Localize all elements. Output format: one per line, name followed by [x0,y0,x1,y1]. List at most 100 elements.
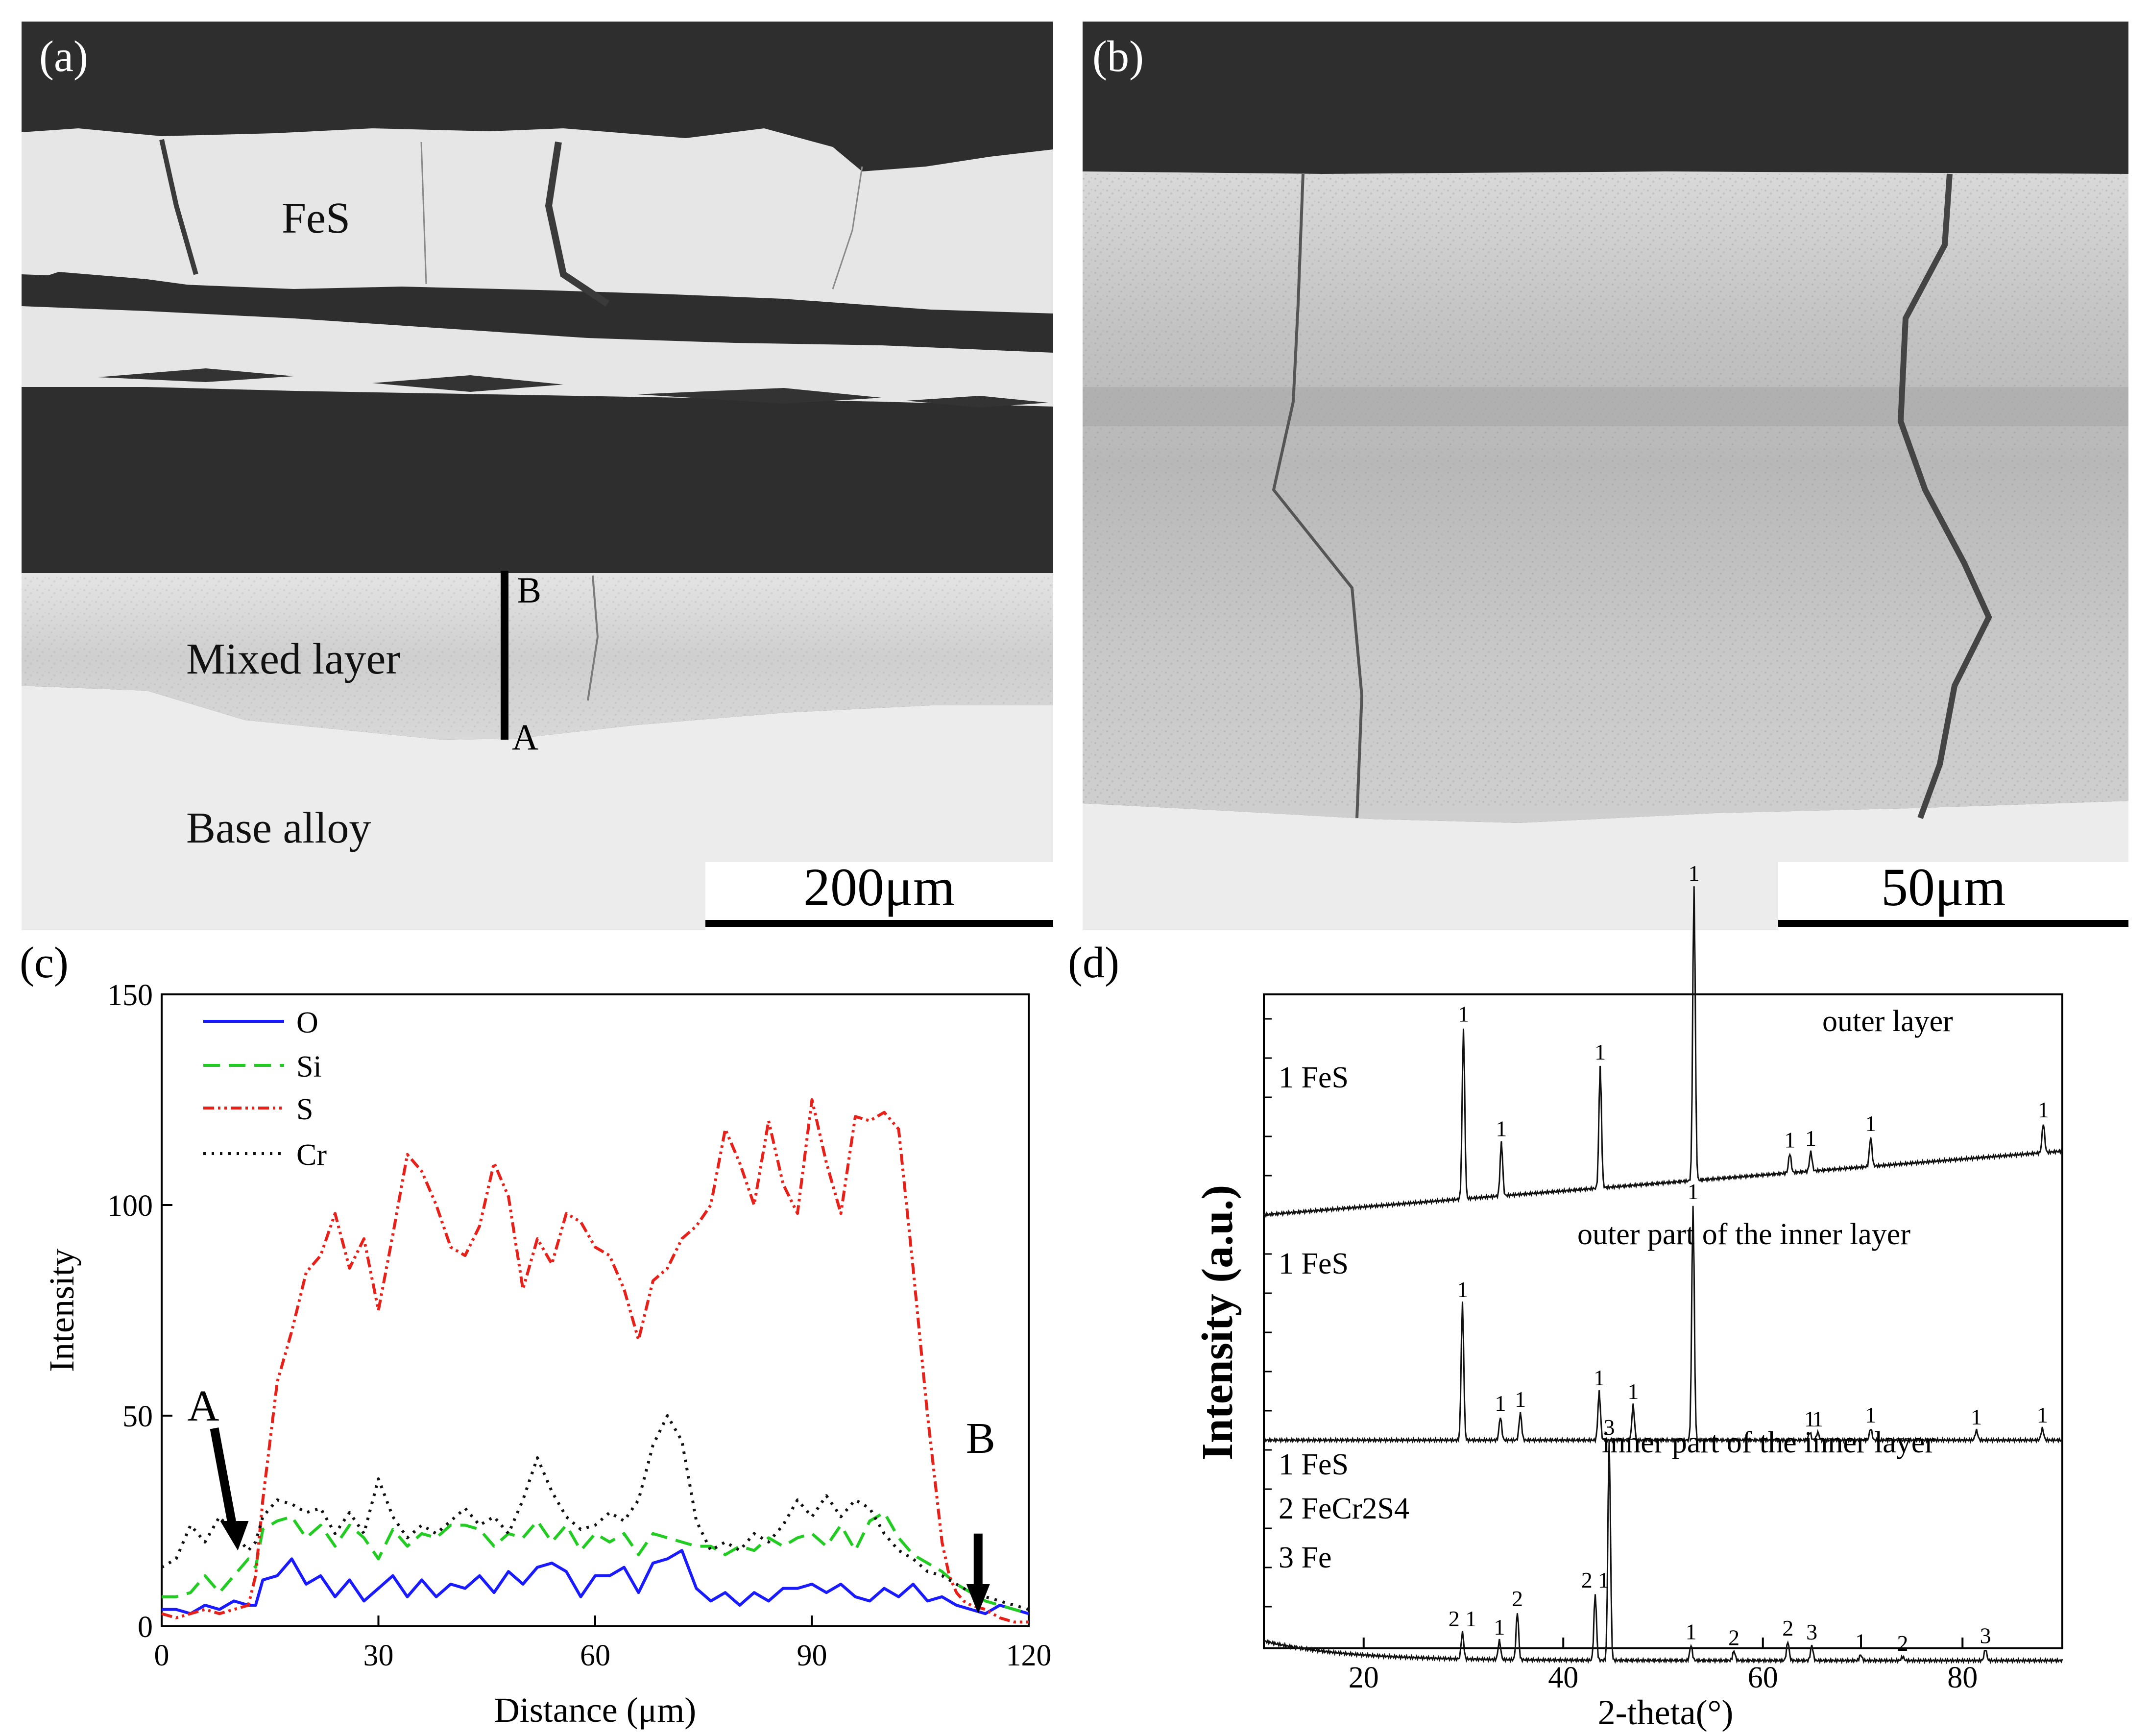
peak-label: 1 [1627,1379,1639,1404]
crack [832,166,863,289]
x-tick-label-c: 60 [580,1639,610,1672]
x-tick-label-c: 120 [1006,1639,1052,1672]
peak-label: 1 [2037,1402,2048,1427]
crack [1272,173,1364,819]
series-group-c [161,1098,1029,1624]
y-axis-label-d: Intensity (a.u.) [1193,1185,1242,1461]
y-tick-label-c: 100 [107,1189,153,1223]
pattern-name: outer layer [1822,1005,1953,1038]
peak-label: 3 [1603,1415,1615,1440]
peak-label: 2 [1897,1631,1908,1656]
axis-ticks-c: 0 30 60 90 120 0 50 100 150 [107,979,1052,1672]
phase-legend-label: 1 FeS [1279,1247,1349,1280]
panel-b: (b) 50μm [1083,22,2128,930]
peak-label: 2 1 [1449,1606,1477,1631]
peak-label: 1 [1494,1615,1505,1640]
scale-dark-streak [637,388,882,404]
panel-label-b: (b) [1092,32,1144,81]
annotation-label-a: A [188,1382,219,1430]
axis-ticks-d: 20 40 60 80 [1264,1018,1978,1694]
peak-label: 1 [1855,1629,1866,1654]
x-tick-label-c: 90 [797,1639,827,1672]
region-label-fes: FeS [282,194,350,242]
phase-legend-label: 3 Fe [1279,1541,1332,1574]
x-tick-label-d: 80 [1947,1661,1978,1694]
peak-label: 2 [1782,1615,1793,1640]
legend-c: O Si S Cr [203,1006,327,1172]
x-tick-label-d: 60 [1748,1661,1778,1694]
legend-label-o: O [296,1006,318,1039]
peak-label: 1 [1688,1179,1699,1204]
annotations-c: AB [188,1382,995,1614]
peak-label: 1 [1971,1404,1982,1429]
peak-label: 1 [1594,1365,1605,1390]
crack [1897,173,1992,820]
scale-bar-box [705,862,1053,930]
crack [159,139,198,275]
scale-bar-label-b: 50μm [1881,857,2006,917]
series-line-o [162,1549,1029,1615]
peak-label: 2 [1728,1625,1739,1650]
line-scan-label-b: B [517,570,541,611]
panel-c: (c) 0 30 60 90 120 0 50 100 150 Distance (μm) In… [20,939,1052,1730]
x-tick-label-d: 20 [1349,1661,1379,1694]
panel-label-c: (c) [20,939,69,987]
xrd-pattern-line [1263,1206,2063,1444]
series-line-s [161,1098,1029,1624]
annotation-label-b: B [966,1414,995,1463]
region-label-base-alloy: Base alloy [186,804,371,852]
pattern-name: outer part of the inner layer [1577,1218,1910,1251]
peak-label: 1 [1496,1116,1507,1141]
x-tick-label-c: 0 [154,1639,169,1672]
scale-bar-label-a: 200μm [803,857,955,917]
panel-label-d: (d) [1068,939,1119,987]
dark-boundary-band [1083,387,2128,426]
fes-layer [22,128,1053,313]
peak-label: 1 [2038,1097,2049,1122]
annotation-arrowhead-a [220,1521,249,1551]
phase-legend-label: 1 FeS [1279,1448,1349,1481]
peak-label: 1 [1804,1406,1815,1431]
scale-dark-streak [906,396,1048,408]
y-tick-label-c: 150 [107,979,153,1012]
x-axis-label-c: Distance (μm) [494,1690,696,1730]
phase-legend-label: 2 FeCr2S4 [1279,1492,1409,1525]
x-tick-label-d: 40 [1548,1661,1578,1694]
peak-label: 3 [1980,1623,1991,1648]
peak-label: 1 [1457,1277,1468,1302]
legend-label-s: S [296,1093,313,1126]
plot-frame-d [1263,993,2063,1649]
plot-frame-c [161,993,1030,1627]
peak-label: 1 [1812,1406,1823,1431]
panel-a: B A FeS Mixed layer Base alloy (a) 200μm [22,22,1053,930]
region-label-mixed-layer: Mixed layer [186,635,400,683]
peak-label: 1 [1458,1002,1469,1027]
line-scan-label-a: A [512,717,538,758]
y-tick-label-c: 0 [138,1611,153,1644]
scale-thin-layer [22,306,1053,407]
peak-label: 3 [1806,1619,1817,1644]
x-tick-label-c: 30 [363,1639,394,1672]
peak-label: 2 [1512,1586,1523,1611]
peak-label: 1 [1689,861,1700,886]
peak-label: 1 [1805,1126,1816,1151]
peak-label: 1 [1594,1039,1606,1064]
scale-dark-streak [372,375,563,392]
panel-label-a: (a) [39,32,88,81]
peak-label: 1 [1495,1391,1506,1416]
peak-label: 1 [1686,1619,1697,1644]
series-line-cr [161,1414,1029,1611]
crack [587,575,599,701]
xrd-pattern-line [1263,1439,2063,1664]
xrd-pattern-line [1263,886,2063,1218]
peak-label: 1 [1865,1402,1876,1427]
crack [545,141,609,307]
y-tick-label-c: 50 [122,1400,153,1433]
peak-label: 1 [1515,1387,1526,1412]
series-line-si [162,1511,1029,1615]
legend-label-si: Si [296,1050,322,1084]
annotation-arrowhead-b [966,1584,990,1614]
